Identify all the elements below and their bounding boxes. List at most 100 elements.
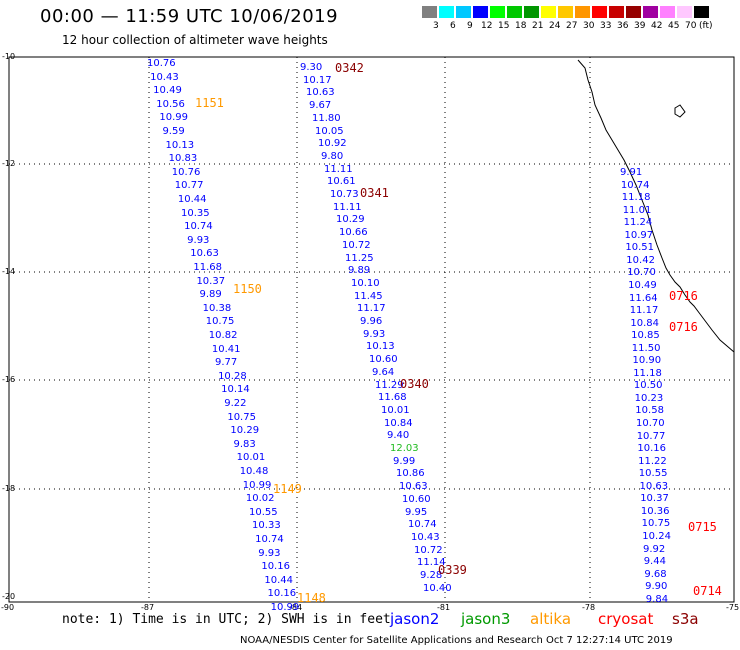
map-frame xyxy=(8,56,735,603)
lat-label: -16 xyxy=(2,375,16,384)
pass-time-label: 0339 xyxy=(438,563,467,577)
colorbar-unit: (ft) xyxy=(699,21,713,31)
wave-height-label: 11.64 xyxy=(629,292,658,304)
wave-height-label: 10.43 xyxy=(411,531,440,543)
wave-height-label: 10.63 xyxy=(399,481,428,493)
wave-height-label: 10.50 xyxy=(633,380,663,392)
wave-height-label: 10.38 xyxy=(202,302,232,314)
wave-height-label: 10.23 xyxy=(634,392,664,404)
wave-height-label: 9.93 xyxy=(258,547,281,559)
legend-cryosat: cryosat xyxy=(598,610,654,628)
wave-height-label: 10.05 xyxy=(315,125,344,137)
credit-line: NOAA/NESDIS Center for Satellite Applica… xyxy=(240,635,673,646)
wave-height-label: 9.84 xyxy=(645,593,669,605)
wave-height-label: 10.76 xyxy=(171,166,201,178)
colorbar-tick: 6 xyxy=(450,21,456,31)
wave-height-label: 10.48 xyxy=(239,466,269,477)
wave-height-label: 11.17 xyxy=(357,303,386,315)
wave-height-label: 9.40 xyxy=(387,430,410,442)
wave-height-label: 10.76 xyxy=(147,58,176,69)
colorbar-tick: 24 xyxy=(549,21,561,31)
lon-label: -81 xyxy=(437,603,451,612)
pass-time-label: 0340 xyxy=(400,377,429,391)
colorbar-swatch xyxy=(506,5,523,19)
wave-height-label: 10.99 xyxy=(159,112,188,124)
footnote: note: 1) Time is in UTC; 2) SWH is in fe… xyxy=(62,612,391,627)
wave-height-label: 10.13 xyxy=(165,139,195,151)
wave-height-label: 9.83 xyxy=(233,438,256,450)
wave-height-label: 9.22 xyxy=(224,398,247,409)
colorbar-swatch xyxy=(523,5,540,19)
colorbar-tick: 30 xyxy=(583,21,595,31)
wave-height-label: 10.10 xyxy=(351,277,380,289)
wave-height-label: 9.68 xyxy=(644,568,667,580)
wave-height-label: 10.36 xyxy=(640,505,670,517)
pass-time-label: 1148 xyxy=(297,591,326,605)
wave-height-label: 10.41 xyxy=(211,343,241,355)
pass-time-label: 1151 xyxy=(195,96,224,110)
wave-height-label: 10.33 xyxy=(252,520,281,532)
wave-height-label: 10.70 xyxy=(627,267,656,279)
wave-height-label: 10.75 xyxy=(205,316,235,328)
lon-label: -84 xyxy=(289,603,303,612)
lat-label: -12 xyxy=(2,159,16,168)
wave-height-label: 10.85 xyxy=(631,330,660,342)
island-outline xyxy=(674,104,686,118)
wave-height-label: 9.89 xyxy=(348,265,371,277)
wave-height-label: 10.72 xyxy=(414,544,443,556)
lon-label: -87 xyxy=(141,603,155,612)
wave-height-label: 11.18 xyxy=(621,192,651,204)
wave-height-label: 11.01 xyxy=(622,204,652,216)
pass-time-label: 0716 xyxy=(669,289,698,303)
wave-height-label: 10.70 xyxy=(636,418,665,429)
wave-height-label: 10.01 xyxy=(381,404,410,416)
colorbar-swatch xyxy=(608,5,625,19)
wave-height-label: 10.74 xyxy=(408,519,437,531)
colorbar-swatch xyxy=(659,5,676,19)
wave-height-label: 11.18 xyxy=(633,367,662,379)
wave-height-label: 10.02 xyxy=(245,493,275,505)
wave-height-label: 10.29 xyxy=(336,214,365,226)
wave-height-label: 10.16 xyxy=(637,443,667,455)
colorbar-tick: 3 xyxy=(433,21,439,31)
wave-height-label: 10.49 xyxy=(153,85,182,97)
wave-height-label: 10.17 xyxy=(303,74,332,86)
wave-height-label: 10.84 xyxy=(384,417,413,429)
colorbar-swatch xyxy=(421,5,438,19)
wave-height-label: 10.63 xyxy=(190,248,219,260)
wave-height-label: 11.14 xyxy=(417,557,446,569)
pass-time-label: 0715 xyxy=(688,520,717,534)
wave-height-label: 10.16 xyxy=(261,561,290,573)
wave-height-label: 10.66 xyxy=(339,227,368,239)
wave-height-label: 9.90 xyxy=(645,581,668,593)
wave-height-label: 11.11 xyxy=(324,163,353,175)
colorbar-tick: 27 xyxy=(566,21,578,31)
legend-jason2: jason2 xyxy=(390,610,440,628)
wave-height-label: 9.67 xyxy=(309,100,332,112)
wave-height-label: 9.93 xyxy=(187,234,210,246)
wave-height-label: 10.49 xyxy=(628,279,657,291)
wave-height-label: 10.40 xyxy=(423,582,452,594)
colorbar-swatch xyxy=(540,5,557,19)
wave-height-label: 10.16 xyxy=(267,588,297,600)
wave-height-label: 10.56 xyxy=(156,98,185,110)
wave-height-label: 10.28 xyxy=(218,370,247,382)
wave-height-label: 9.91 xyxy=(620,167,643,178)
colorbar-tick: 36 xyxy=(617,21,629,31)
colorbar-tick: 70 xyxy=(685,21,697,31)
wave-height-label: 9.44 xyxy=(643,556,666,568)
wave-height-label: 10.92 xyxy=(318,138,347,150)
colorbar-tick: 18 xyxy=(515,21,527,31)
wave-height-label: 10.60 xyxy=(369,354,398,366)
colorbar-tick: 21 xyxy=(532,21,544,31)
pass-time-label: 1149 xyxy=(273,482,302,496)
wave-height-label: 10.77 xyxy=(636,430,666,442)
wave-height-label: 10.63 xyxy=(639,480,669,492)
lat-label: -10 xyxy=(2,52,16,61)
wave-height-label: 11.68 xyxy=(193,262,222,273)
colorbar-swatch xyxy=(489,5,506,19)
wave-height-label: 11.25 xyxy=(345,252,374,264)
colorbar-tick: 15 xyxy=(498,21,510,31)
wave-height-label: 11.50 xyxy=(631,342,661,354)
